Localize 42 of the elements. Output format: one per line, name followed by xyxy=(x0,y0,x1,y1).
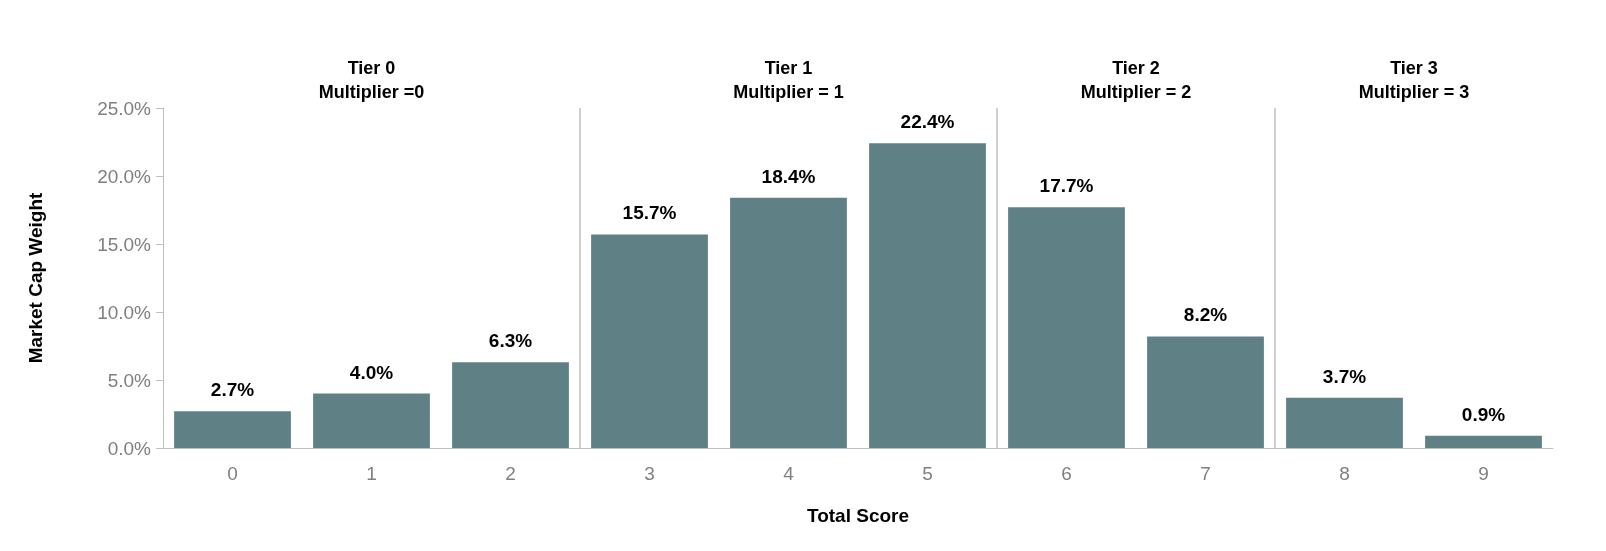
data-label: 22.4% xyxy=(900,111,955,133)
x-tick-label: 6 xyxy=(1061,463,1072,484)
bar xyxy=(730,197,847,448)
x-tick-label: 4 xyxy=(783,463,795,484)
data-label: 2.7% xyxy=(210,379,255,401)
x-tick-label: 9 xyxy=(1478,463,1489,484)
data-label: 6.3% xyxy=(488,330,533,352)
y-tick-label: 15.0% xyxy=(97,233,152,255)
x-axis-title: Total Score xyxy=(806,505,910,526)
y-tick-label: 5.0% xyxy=(107,369,152,391)
data-label: 4.0% xyxy=(349,361,394,383)
data-label: 18.4% xyxy=(761,165,816,187)
x-tick-label: 8 xyxy=(1339,463,1350,484)
text: Tier 0 Multiplier =0 xyxy=(318,58,425,102)
y-tick-label: 10.0% xyxy=(97,301,152,323)
bar xyxy=(1425,435,1542,448)
x-tick-label: 3 xyxy=(644,463,655,484)
data-label: 3.7% xyxy=(1322,365,1367,387)
bar xyxy=(1286,397,1403,448)
y-tick-label: 25.0% xyxy=(97,97,152,119)
data-label: 0.9% xyxy=(1461,403,1506,425)
bar xyxy=(869,143,986,448)
x-tick-label: 2 xyxy=(505,463,516,484)
data-label: 17.7% xyxy=(1039,175,1094,197)
x-tick-label: 0 xyxy=(227,463,238,484)
text: Tier 3 Multiplier = 3 xyxy=(1358,58,1470,102)
y-tick-label: 0.0% xyxy=(107,437,152,459)
bar xyxy=(174,411,291,448)
x-tick-label: 7 xyxy=(1200,463,1211,484)
text: Tier 2 Multiplier = 2 xyxy=(1080,58,1192,102)
x-tick-label: 1 xyxy=(366,463,377,484)
bar xyxy=(313,393,430,448)
data-label: 8.2% xyxy=(1183,304,1228,326)
text: Tier 1 Multiplier = 1 xyxy=(733,58,844,102)
bar xyxy=(452,362,569,448)
y-tick-label: 20.0% xyxy=(97,165,152,187)
bar xyxy=(1008,207,1125,448)
y-axis-title: Market Cap Weight xyxy=(25,192,46,364)
x-tick-label: 5 xyxy=(922,463,933,484)
data-label: 15.7% xyxy=(622,202,677,224)
bar xyxy=(1147,336,1264,448)
bar xyxy=(591,234,708,448)
